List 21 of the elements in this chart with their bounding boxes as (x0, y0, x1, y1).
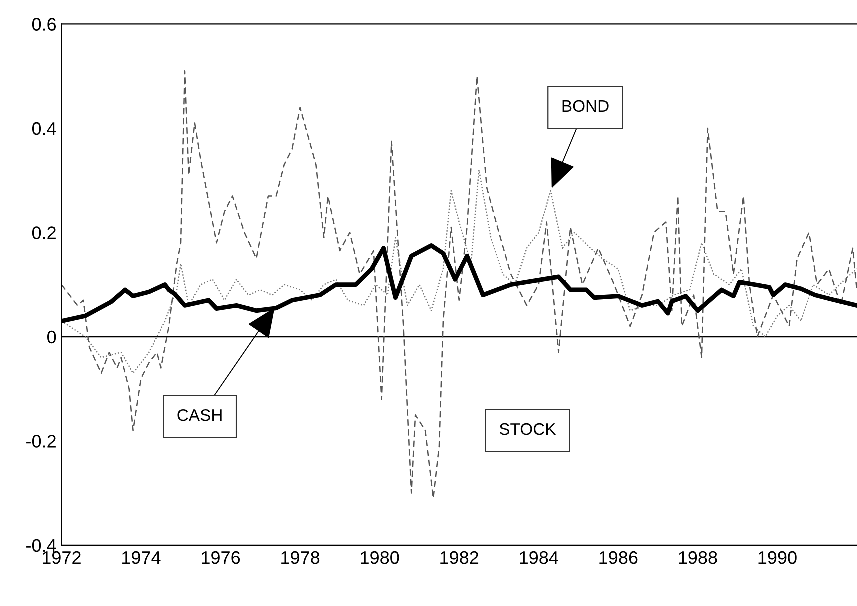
line-series (62, 170, 857, 374)
x-tick-label: 1984 (520, 551, 558, 564)
y-tick-label: 0.4 (32, 122, 56, 136)
x-tick-label: 1974 (122, 551, 161, 564)
x-tick-label: 1982 (440, 551, 479, 564)
line-series (62, 70, 857, 500)
y-tick-label: -0.2 (26, 435, 56, 448)
x-tick-label: 1972 (43, 551, 81, 564)
x-tick-label: 1980 (361, 551, 400, 564)
y-tick-label: 0.6 (32, 18, 56, 31)
x-tick-label: 1978 (282, 551, 320, 564)
x-tick-label: 1986 (600, 551, 638, 564)
annotation: BOND (562, 100, 609, 112)
y-tick-label: 0 (48, 330, 56, 344)
y-tick-label: 0.2 (32, 226, 56, 240)
x-tick-label: 1988 (679, 551, 718, 564)
x-tick-label: 1976 (202, 551, 240, 564)
x-tick-label: 1990 (758, 551, 797, 564)
y-tick-label: -0.4 (26, 539, 56, 552)
annotation: CASH (178, 409, 222, 422)
annotation: STOCK (500, 423, 556, 436)
